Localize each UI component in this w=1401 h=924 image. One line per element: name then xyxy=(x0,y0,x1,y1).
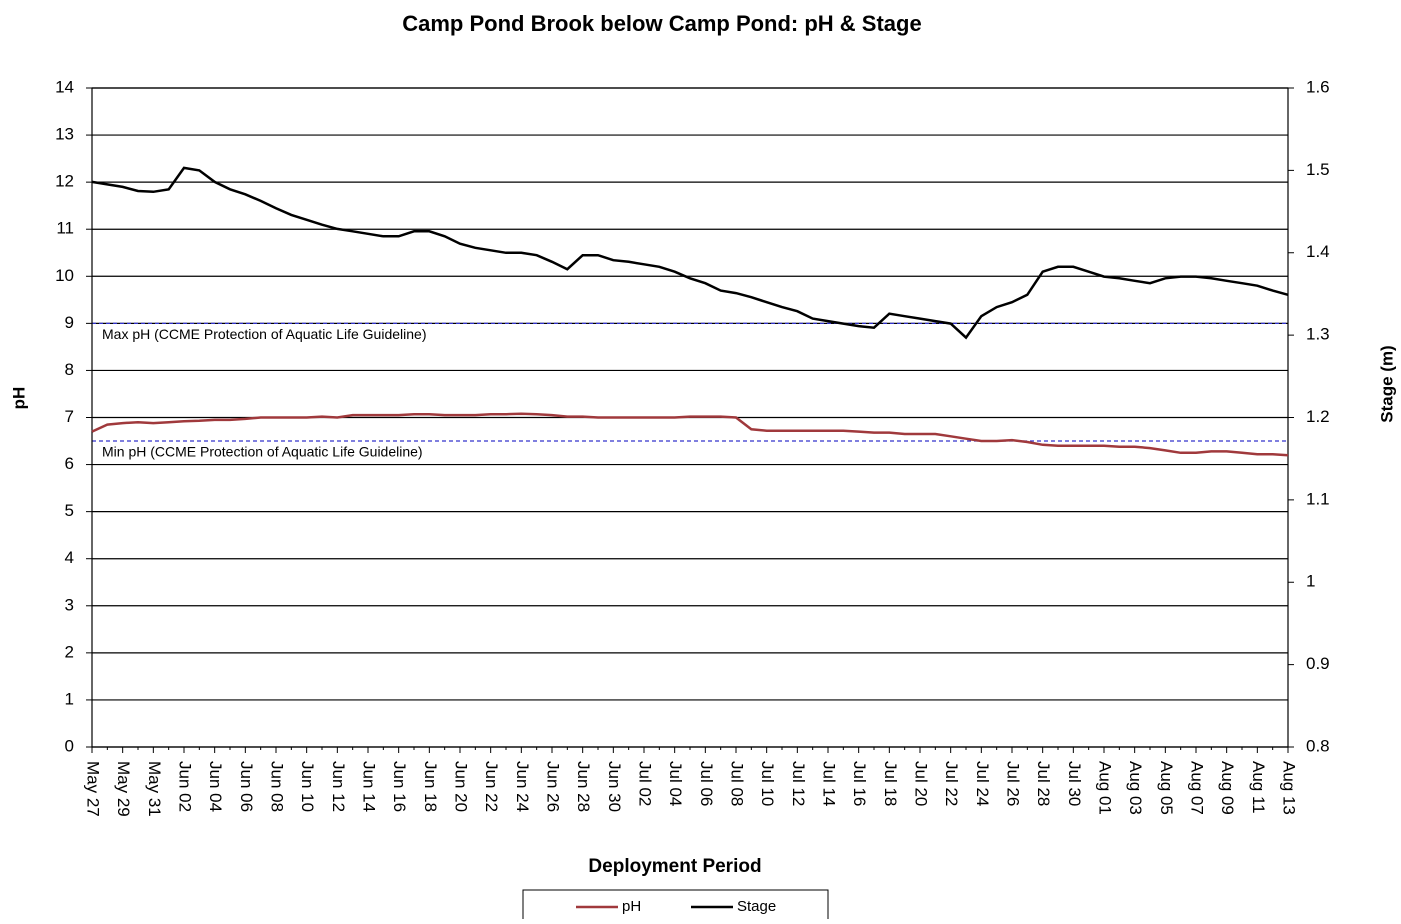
x-tick-label: Jun 18 xyxy=(421,761,440,812)
x-tick-label: Jun 22 xyxy=(482,761,501,812)
x-tick-label: Aug 13 xyxy=(1280,761,1299,815)
legend-label: Stage xyxy=(737,898,776,915)
y2-tick-label: 1.4 xyxy=(1306,242,1330,261)
x-tick-label: Jul 02 xyxy=(636,761,655,806)
y-tick-label: 4 xyxy=(65,548,74,567)
x-tick-label: Jun 30 xyxy=(605,761,624,812)
y-tick-label: 13 xyxy=(55,125,74,144)
x-tick-label: Jul 12 xyxy=(789,761,808,806)
y2-tick-label: 0.9 xyxy=(1306,654,1330,673)
x-tick-label: Aug 07 xyxy=(1188,761,1207,815)
x-tick-label: Jul 08 xyxy=(728,761,747,806)
y2-tick-label: 1.5 xyxy=(1306,160,1330,179)
y-tick-label: 2 xyxy=(65,642,74,661)
x-tick-label: Jul 20 xyxy=(912,761,931,806)
y-tick-label: 10 xyxy=(55,266,74,285)
x-axis-label: Deployment Period xyxy=(588,856,761,877)
x-tick-label: Jun 06 xyxy=(237,761,256,812)
y2-axis-label: Stage (m) xyxy=(1377,345,1396,422)
y-tick-label: 0 xyxy=(65,736,74,755)
y-tick-label: 11 xyxy=(56,219,74,238)
x-tick-label: Jul 26 xyxy=(1004,761,1023,806)
reference-label: Max pH (CCME Protection of Aquatic Life … xyxy=(102,326,426,342)
x-tick-label: Jun 14 xyxy=(360,761,379,812)
y2-tick-label: 1.3 xyxy=(1306,325,1330,344)
x-tick-label: Jun 24 xyxy=(513,761,532,812)
x-tick-label: May 31 xyxy=(145,761,164,817)
x-tick-label: Jul 16 xyxy=(850,761,869,806)
plot-frame xyxy=(91,87,1289,748)
x-tick-label: Jul 22 xyxy=(942,761,961,806)
x-tick-label: Jun 26 xyxy=(544,761,563,812)
y-tick-label: 1 xyxy=(65,689,74,708)
x-tick-label: Jul 30 xyxy=(1065,761,1084,806)
x-tick-label: Jun 20 xyxy=(452,761,471,812)
legend-box xyxy=(522,889,829,921)
x-tick-label: Aug 03 xyxy=(1126,761,1145,815)
x-tick-label: Aug 05 xyxy=(1157,761,1176,815)
x-tick-label: Jul 10 xyxy=(758,761,777,806)
y-tick-label: 6 xyxy=(65,454,74,473)
x-tick-label: Jun 04 xyxy=(206,761,225,812)
reference-label: Min pH (CCME Protection of Aquatic Life … xyxy=(102,444,423,460)
x-tick-label: Jun 12 xyxy=(329,761,348,812)
x-tick-label: Jul 18 xyxy=(881,761,900,806)
x-tick-label: Jul 24 xyxy=(973,761,992,806)
y-tick-label: 3 xyxy=(65,595,74,614)
x-tick-label: Jun 16 xyxy=(390,761,409,812)
x-tick-label: Jun 08 xyxy=(268,761,287,812)
y2-tick-label: 0.8 xyxy=(1306,736,1330,755)
y2-tick-label: 1.6 xyxy=(1306,77,1330,96)
y-axis-label: pH xyxy=(9,387,28,410)
x-tick-label: Jul 14 xyxy=(820,761,839,806)
y-tick-label: 5 xyxy=(65,501,74,520)
x-tick-label: Aug 01 xyxy=(1096,761,1115,815)
series-line xyxy=(91,166,1289,340)
x-tick-label: Aug 09 xyxy=(1218,761,1237,815)
y2-tick-label: 1.1 xyxy=(1306,489,1330,508)
y-tick-label: 7 xyxy=(65,407,74,426)
y-tick-label: 14 xyxy=(55,77,74,96)
legend-label: pH xyxy=(622,898,641,915)
x-tick-label: Jul 06 xyxy=(697,761,716,806)
x-tick-label: Jun 10 xyxy=(298,761,317,812)
x-tick-label: Aug 11 xyxy=(1249,761,1268,814)
x-tick-label: Jun 28 xyxy=(574,761,593,812)
series-line xyxy=(91,412,1289,457)
chart-title: Camp Pond Brook below Camp Pond: pH & St… xyxy=(402,11,921,36)
y2-tick-label: 1.2 xyxy=(1306,407,1330,426)
y-tick-label: 9 xyxy=(65,313,74,332)
x-tick-label: Jul 04 xyxy=(666,761,685,806)
x-tick-label: Jun 02 xyxy=(176,761,195,812)
y-tick-label: 12 xyxy=(55,172,74,191)
x-tick-label: May 27 xyxy=(84,761,103,817)
x-tick-label: Jul 28 xyxy=(1034,761,1053,806)
y2-tick-label: 1 xyxy=(1306,572,1315,591)
y-tick-label: 8 xyxy=(65,360,74,379)
x-tick-label: May 29 xyxy=(114,761,133,817)
